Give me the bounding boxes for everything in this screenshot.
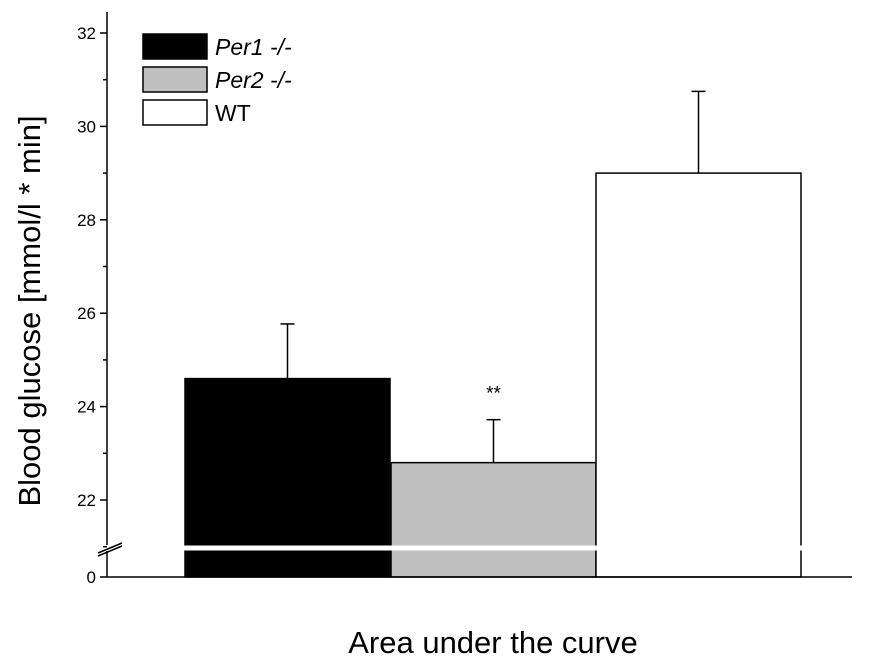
y-tick-label: 26 xyxy=(77,304,96,323)
legend-swatch xyxy=(142,66,208,93)
y-tick-label: 24 xyxy=(77,398,96,417)
axis-break-gap xyxy=(105,545,805,551)
legend-swatch xyxy=(142,99,208,126)
x-axis-title: Area under the curve xyxy=(348,625,638,660)
bar xyxy=(595,172,802,578)
y-tick-label: 28 xyxy=(77,211,96,230)
y-tick-label: 30 xyxy=(77,117,96,136)
significance-label: ** xyxy=(486,384,501,405)
y-tick-label: 22 xyxy=(77,491,96,510)
legend-label: WT xyxy=(215,100,251,126)
y-tick-label: 0 xyxy=(87,568,96,587)
axis-break-mark xyxy=(97,542,123,554)
legend-swatch xyxy=(142,33,208,60)
axes xyxy=(106,12,852,578)
bar xyxy=(184,377,391,578)
bar xyxy=(390,461,597,578)
legend-label: Per2 -/- xyxy=(215,67,292,93)
bars-layer: ** xyxy=(184,90,802,578)
y-ticks: 0 22 24 26 28 30 32 xyxy=(77,24,107,587)
y-tick-label: 32 xyxy=(77,24,96,43)
y-axis-title: Blood glucose [mmol/l * min] xyxy=(12,115,47,506)
legend-label: Per1 -/- xyxy=(215,34,292,60)
legend: Per1 -/- Per2 -/- WT xyxy=(142,33,292,126)
axis-break-mark xyxy=(97,545,123,557)
axis-break xyxy=(97,542,805,557)
